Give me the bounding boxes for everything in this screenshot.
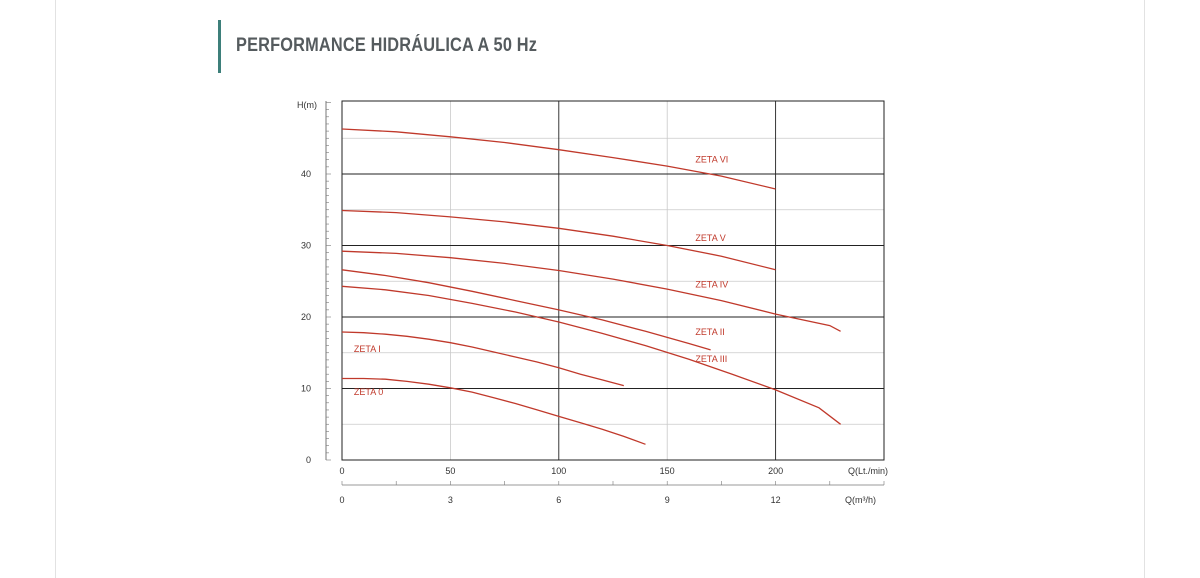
y-axis-label: H(m) bbox=[297, 100, 317, 110]
series-label-zeta-iv: ZETA IV bbox=[695, 280, 728, 290]
x-tick-label: 200 bbox=[768, 466, 783, 476]
series-label-zeta-vi: ZETA VI bbox=[695, 155, 728, 165]
curve-zeta-0 bbox=[342, 377, 646, 445]
heading-accent-bar bbox=[218, 20, 221, 73]
y-tick-label: 10 bbox=[301, 384, 311, 394]
x2-tick-label: 12 bbox=[771, 495, 781, 505]
series-label-zeta-v: ZETA V bbox=[695, 233, 725, 243]
chart-labels: 0 10 20 30 40 0 50 100 150 200 0 3 6 9 12 ZETA 0 ZETA I Z… bbox=[301, 155, 783, 505]
x2-tick-label: 3 bbox=[448, 495, 453, 505]
y-tick-label: 20 bbox=[301, 312, 311, 322]
curve-zeta-vi bbox=[341, 128, 776, 190]
series-label-zeta-iii: ZETA III bbox=[695, 354, 727, 364]
x2-tick-label: 9 bbox=[665, 495, 670, 505]
x-axis-label: Q(Lt./min) bbox=[848, 466, 888, 476]
page-frame bbox=[55, 0, 1145, 578]
x2-axis-label: Q(m³/h) bbox=[845, 495, 876, 505]
curve-zeta-iii bbox=[341, 285, 841, 425]
y-tick-label: 40 bbox=[301, 169, 311, 179]
x2-tick-label: 0 bbox=[339, 495, 344, 505]
series-label-zeta-0: ZETA 0 bbox=[354, 387, 383, 397]
plot-frame bbox=[341, 100, 885, 461]
curve-zeta-i bbox=[341, 331, 624, 387]
x-tick-label: 50 bbox=[445, 466, 455, 476]
page-title: PERFORMANCE HIDRÁULICA A 50 Hz bbox=[236, 35, 538, 56]
x2-tick-label: 6 bbox=[556, 495, 561, 505]
y-tick-label: 30 bbox=[301, 241, 311, 251]
chart-curves bbox=[341, 128, 841, 445]
curve-zeta-v bbox=[341, 209, 776, 271]
x-tick-label: 150 bbox=[660, 466, 675, 476]
x-tick-label: 0 bbox=[339, 466, 344, 476]
curve-zeta-iv bbox=[341, 250, 841, 332]
x-tick-label: 100 bbox=[551, 466, 566, 476]
y-axis-ruler bbox=[325, 101, 885, 486]
chart-grid bbox=[341, 100, 885, 461]
y-tick-label: 0 bbox=[306, 455, 311, 465]
curve-zeta-ii bbox=[341, 269, 711, 351]
series-label-zeta-ii: ZETA II bbox=[695, 327, 724, 337]
series-label-zeta-i: ZETA I bbox=[354, 344, 381, 354]
